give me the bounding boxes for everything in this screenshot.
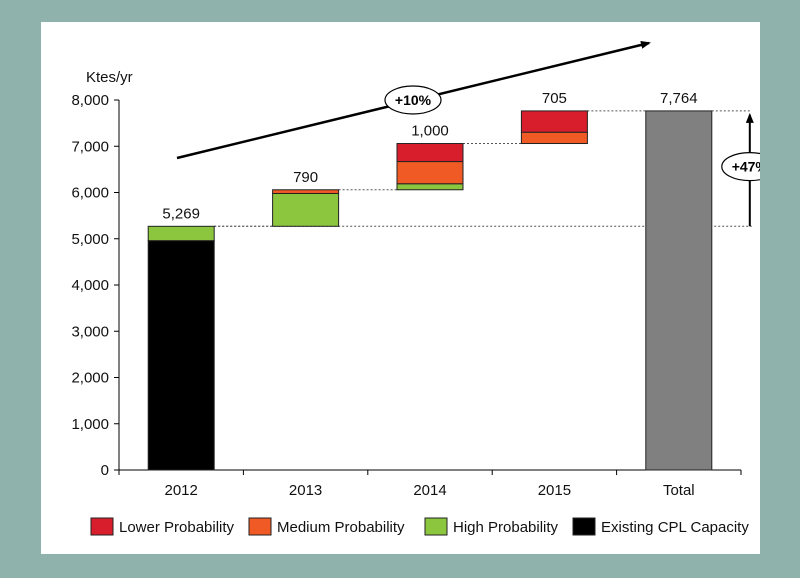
- legend-label-lower: Lower Probability: [119, 519, 235, 536]
- legend-label-high: High Probability: [453, 519, 559, 536]
- bar-value-labels: 5,269 790 1,000 705 7,764: [162, 90, 697, 222]
- legend-swatch-medium: [248, 517, 272, 536]
- bar-segment-high: [147, 225, 215, 242]
- bar-segment-medium: [520, 131, 588, 145]
- bar-segment-medium: [272, 189, 340, 194]
- x-tick-label: Total: [663, 482, 695, 499]
- chart-panel: Ktes/yr 0 1,000 2,000 3,000 4,000 5,000 6,000 7…: [41, 22, 760, 554]
- bar-value-label: 7,764: [660, 90, 698, 107]
- y-tick-label: 4,000: [71, 277, 109, 294]
- bar-segment-medium: [396, 161, 464, 185]
- bar-value-label: 790: [293, 169, 318, 186]
- x-tick-label: 2013: [289, 482, 322, 499]
- y-tick-label: 5,000: [71, 231, 109, 248]
- y-tick-label: 0: [101, 462, 109, 479]
- bar-value-label: 5,269: [162, 205, 200, 222]
- y-tick-label: 8,000: [71, 92, 109, 109]
- y-axis-label: Ktes/yr: [86, 69, 133, 86]
- y-tick-label: 7,000: [71, 138, 109, 155]
- y-tick-label: 6,000: [71, 185, 109, 202]
- x-tick-label: 2012: [165, 482, 198, 499]
- bar-segment-high: [396, 183, 464, 191]
- legend-swatch-high: [424, 517, 448, 536]
- annotations: +10% +47%: [176, 41, 760, 227]
- legend-swatch-existing: [572, 517, 596, 536]
- legend-swatch-lower: [90, 517, 114, 536]
- y-tick-label: 2,000: [71, 370, 109, 387]
- bar-segment-high: [272, 192, 340, 227]
- legend-label-medium: Medium Probability: [277, 519, 405, 536]
- x-tick-label: 2015: [538, 482, 571, 499]
- bar-segment-lower: [396, 143, 464, 163]
- axes: 0 1,000 2,000 3,000 4,000 5,000 6,000 7,000 8,00…: [71, 92, 742, 499]
- bar-segment-lower: [520, 110, 588, 133]
- bar-value-label: 705: [542, 90, 567, 107]
- increase-label: +47%: [732, 159, 760, 175]
- trend-label-ellipse: [384, 85, 442, 115]
- total-bar: [645, 110, 713, 471]
- legend-label-existing: Existing CPL Capacity: [601, 519, 749, 536]
- y-tick-label: 3,000: [71, 323, 109, 340]
- increase-label-ellipse: [721, 152, 760, 182]
- bars: [147, 110, 713, 471]
- trend-label: +10%: [395, 92, 432, 108]
- legend: Lower Probability Medium Probability High …: [90, 517, 749, 536]
- y-tick-label: 1,000: [71, 416, 109, 433]
- waterfall-chart: Ktes/yr 0 1,000 2,000 3,000 4,000 5,000 6,000 7…: [71, 41, 760, 536]
- bar-segment-existing: [147, 240, 215, 471]
- bar-value-label: 1,000: [411, 123, 449, 140]
- x-tick-label: 2014: [413, 482, 446, 499]
